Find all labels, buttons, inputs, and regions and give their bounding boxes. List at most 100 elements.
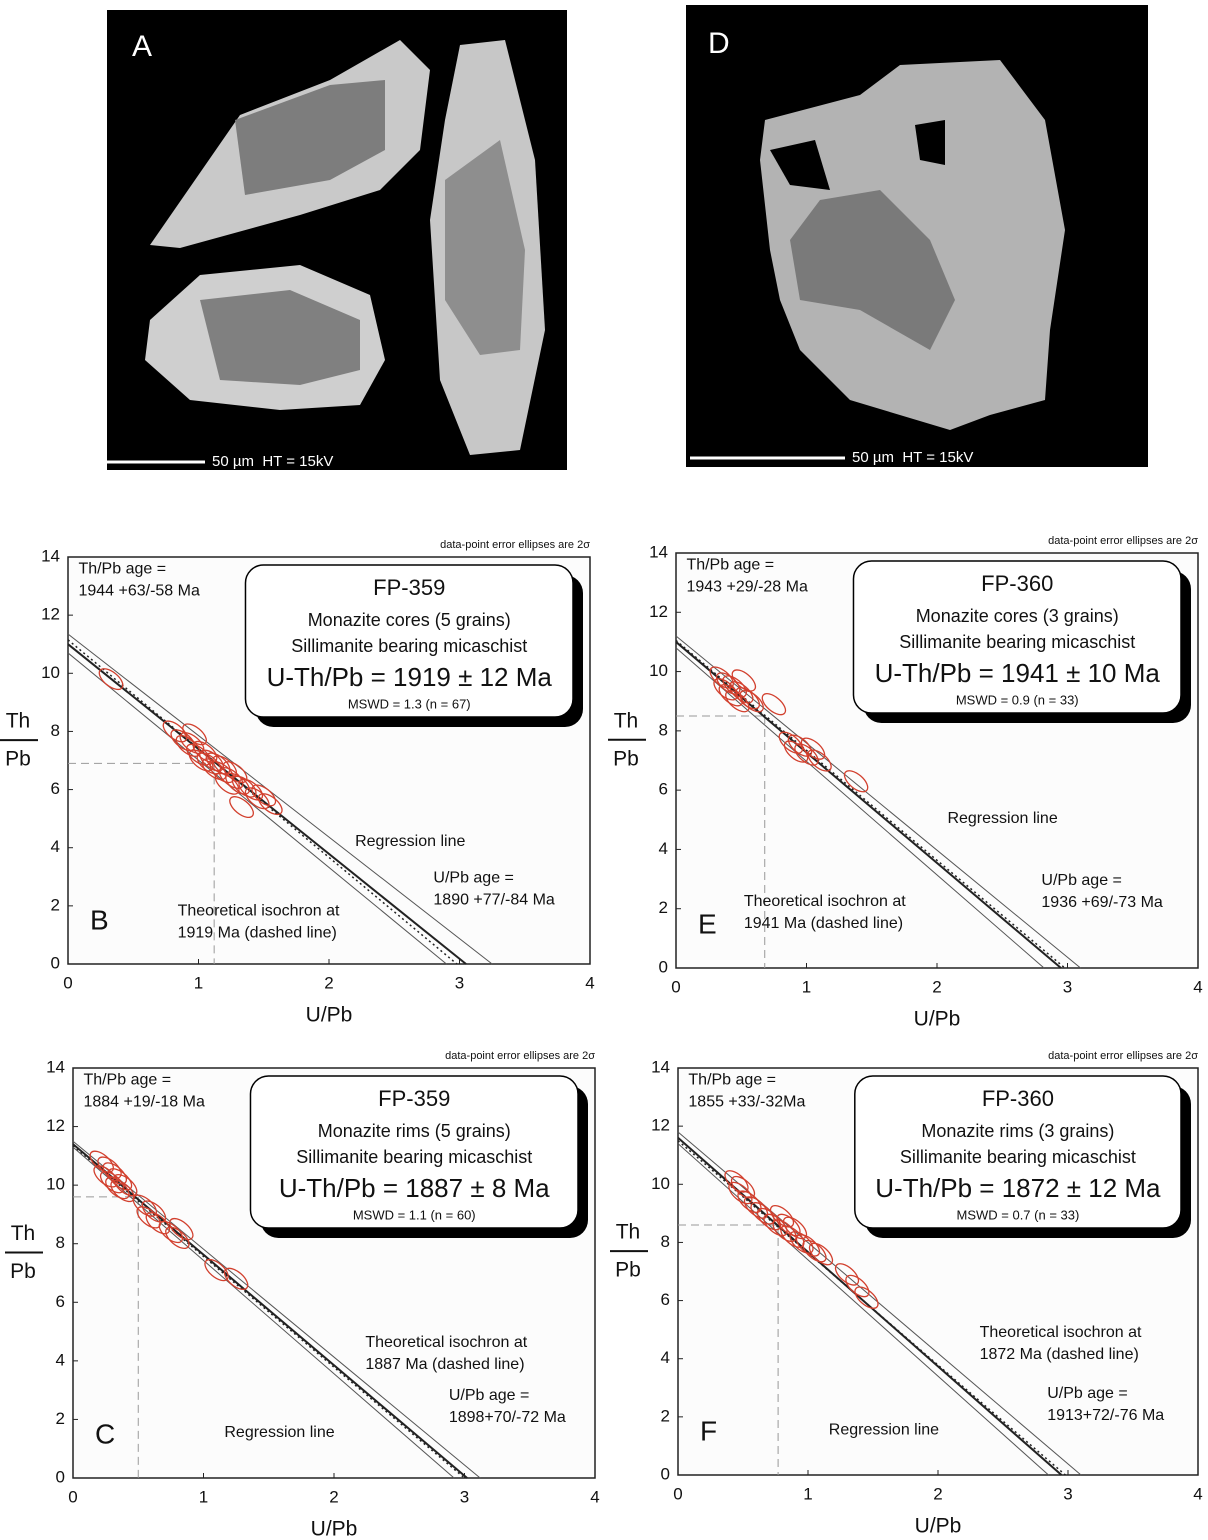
x-tick-label: 0 [63,973,72,992]
x-tick-label: 3 [455,973,464,992]
grain-hole [915,120,945,165]
x-axis-label: U/Pb [914,1008,961,1031]
error-ellipse [169,1217,194,1241]
annotation: Theoretical isochron at [744,893,906,910]
annotation: 1913+72/-76 Ma [1047,1407,1164,1424]
x-tick-label: 4 [590,1487,599,1506]
x-tick-label: 0 [673,1484,682,1503]
error-envelope [72,1146,455,1479]
box-desc1: Monazite cores (3 grains) [916,606,1119,626]
image-panel-d: D 50 µm HT = 15kV [686,5,1148,467]
y-tick-label: 2 [56,1409,65,1428]
annotation: 1855 +33/-32Ma [688,1093,805,1110]
box-desc1: Monazite rims (3 grains) [921,1121,1114,1141]
box-age: U-Th/Pb = 1919 ± 12 Ma [267,662,553,692]
y-tick-label: 4 [56,1350,65,1369]
error-ellipse [807,749,832,772]
error-ellipse [199,749,224,772]
result-box [852,560,1182,714]
error-ellipse [218,766,244,789]
error-ellipse [834,1263,860,1286]
y-tick-label: 14 [41,546,60,565]
x-tick-label: 3 [1063,977,1072,996]
panel-letter: D [708,27,730,60]
x-tick-label: 3 [460,1487,469,1506]
y-axis-label: Th [616,1221,641,1244]
annotation: 1919 Ma (dashed line) [178,924,337,941]
y-axis-label: Pb [613,747,639,770]
panel-letter: F [700,1415,717,1446]
x-tick-label: 0 [68,1487,77,1506]
error-envelope [677,1131,1082,1476]
box-mswd: MSWD = 1.3 (n = 67) [348,696,471,711]
y-tick-label: 0 [51,953,60,972]
y-tick-label: 0 [56,1467,65,1486]
x-tick-label: 1 [199,1487,208,1506]
error-ellipse [214,772,240,795]
annotation: 1941 Ma (dashed line) [744,915,903,932]
y-axis-label: Pb [5,748,31,771]
annotation: Regression line [224,1424,334,1441]
y-tick-label: 4 [659,839,668,858]
annotation: 1898+70/-72 Ma [449,1409,566,1426]
x-tick-label: 1 [194,973,203,992]
y-tick-label: 8 [659,720,668,739]
panel-letter: C [95,1418,115,1449]
error-envelope [67,633,493,965]
box-desc1: Monazite cores (5 grains) [308,610,511,630]
box-age: U-Th/Pb = 1941 ± 10 Ma [875,658,1161,688]
y-tick-label: 0 [661,1464,670,1483]
y-tick-label: 8 [51,721,60,740]
y-axis-label: Th [11,1222,36,1245]
error-ellipse [201,758,227,781]
y-axis-label: Pb [615,1259,641,1282]
annotation: Theoretical isochron at [178,902,340,919]
scale-label: 50 µm HT = 15kV [212,453,333,470]
error-ellipse [802,1239,827,1263]
grain-core [445,140,525,355]
error-ellipse [743,1196,769,1219]
result-box [854,1075,1182,1229]
annotation: Regression line [947,810,1057,827]
annotation: 1936 +69/-73 Ma [1041,894,1163,911]
y-axis-label: Pb [10,1260,36,1283]
error-envelope [675,647,1045,969]
error-envelope [72,1140,481,1479]
annotation: 1872 Ma (dashed line) [980,1346,1139,1363]
image-panel-a: A 50 µm HT = 15kV [107,10,567,470]
error-ellipse [854,1286,879,1309]
y-tick-label: 2 [661,1406,670,1425]
box-mswd: MSWD = 1.1 (n = 60) [353,1207,476,1222]
annotation: Th/Pb age = [83,1072,171,1089]
box-sample: FP-359 [373,575,445,600]
grain-core [235,80,385,195]
error-ellipse [244,787,270,810]
y-tick-label: 4 [661,1348,670,1367]
error-ellipse [789,1231,814,1254]
annotation: Theoretical isochron at [365,1334,527,1351]
error-ellipse [772,1219,797,1243]
annotation: Th/Pb age = [78,560,166,577]
error-ellipse [731,669,757,692]
error-ellipse [158,1220,184,1244]
box-sample: FP-360 [982,1086,1054,1111]
x-tick-label: 2 [932,977,941,996]
error-ellipse [112,1173,138,1197]
annotation: 1890 +77/-84 Ma [433,892,555,909]
box-desc2: Sillimanite bearing micaschist [900,1147,1136,1167]
error-ellipse [725,690,750,713]
y-tick-label: 10 [651,1174,670,1193]
x-tick-label: 2 [329,1487,338,1506]
annotation: 1944 +63/-58 Ma [78,582,200,599]
y-tick-label: 12 [41,605,60,624]
error-envelope [677,1143,1049,1476]
scale-label: 50 µm HT = 15kV [852,449,973,466]
x-tick-label: 1 [802,977,811,996]
chart-panel: data-point error ellipses are 2σ02468101… [608,535,1203,1031]
annotation: U/Pb age = [1041,872,1122,889]
annotation: 1943 +29/-28 Ma [686,579,808,596]
grain-core [200,290,360,385]
error-ellipse [257,793,283,816]
error-ellipse [179,732,205,755]
